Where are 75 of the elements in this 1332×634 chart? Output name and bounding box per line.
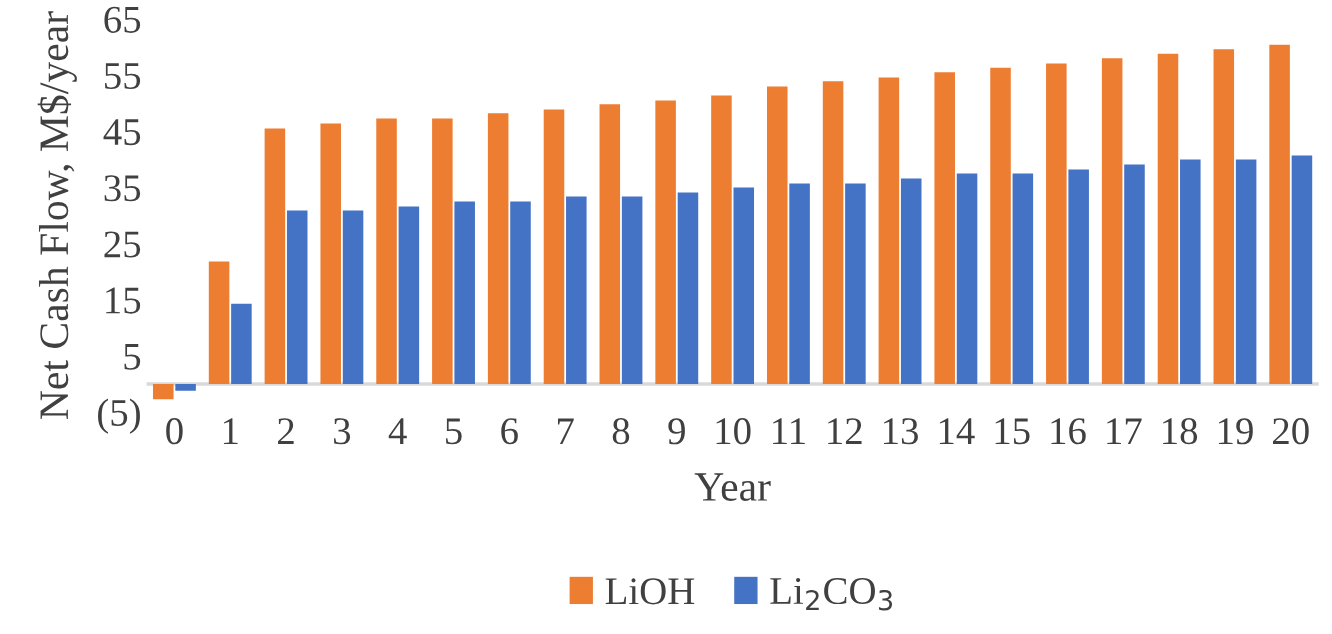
bar — [1101, 58, 1123, 385]
bar — [655, 100, 676, 385]
x-tick-label: 17 — [1107, 418, 1142, 444]
bar — [231, 303, 252, 385]
x-tick-label: 18 — [1163, 418, 1198, 445]
bar — [878, 77, 900, 385]
x-tick-label: 1 — [223, 418, 238, 444]
bar — [152, 384, 174, 400]
bar — [208, 261, 230, 385]
x-tick-label: 14 — [939, 418, 975, 444]
bar — [376, 118, 397, 385]
x-tick-label: 8 — [612, 418, 630, 445]
bar — [1213, 49, 1235, 385]
bar — [432, 118, 453, 385]
bar — [342, 210, 364, 385]
bar — [487, 113, 509, 385]
bar — [677, 192, 699, 385]
x-tick-label: 4 — [388, 418, 407, 444]
x-tick-label: 3 — [334, 418, 351, 445]
y-tick-label: 45 — [103, 119, 141, 146]
bar — [566, 196, 587, 385]
bar — [621, 196, 643, 385]
bar — [789, 183, 810, 385]
bar — [900, 178, 922, 385]
x-tick-label: 15 — [995, 418, 1030, 445]
x-axis-title: Year — [694, 473, 771, 501]
bar — [766, 86, 788, 385]
x-tick-label: 5 — [446, 418, 462, 445]
bar — [711, 95, 732, 385]
x-tick-label: 2 — [278, 418, 294, 444]
x-tick-label: 10 — [716, 418, 751, 445]
bar — [934, 72, 955, 385]
bar — [454, 201, 475, 385]
bar — [956, 173, 978, 385]
bar — [320, 123, 341, 385]
bar — [510, 201, 531, 385]
y-tick-label: 5 — [124, 343, 141, 370]
x-tick-label: 9 — [668, 418, 685, 445]
y-tick-label: 55 — [105, 63, 141, 90]
bar — [1068, 169, 1089, 385]
bar — [286, 210, 308, 385]
bar — [543, 109, 565, 385]
bar — [1046, 63, 1067, 385]
bar — [822, 81, 844, 385]
bar — [175, 384, 196, 391]
x-tick-label: 0 — [166, 418, 183, 445]
legend-label: Li$_{2}$CO$_{3}$ — [770, 577, 893, 611]
bar — [1235, 159, 1257, 385]
legend-label: LiOH — [605, 578, 695, 605]
bar — [398, 206, 420, 385]
y-tick-label: 35 — [104, 175, 141, 202]
bar — [1157, 53, 1179, 385]
x-tick-label: 20 — [1273, 418, 1309, 445]
x-tick-label: 11 — [773, 418, 805, 444]
bar — [1291, 155, 1313, 385]
bar — [264, 128, 286, 385]
y-axis-title: Net Cash Flow, M$/year — [37, 11, 77, 420]
x-tick-label: 6 — [501, 418, 518, 445]
x-tick-label: 12 — [828, 418, 862, 444]
x-tick-label: 7 — [557, 418, 574, 444]
bar — [599, 104, 621, 385]
y-tick-label: 65 — [104, 6, 141, 33]
x-tick-label: 19 — [1218, 418, 1253, 445]
bar — [1180, 159, 1201, 385]
y-tick-label: 15 — [106, 287, 141, 314]
x-tick-label: 16 — [1051, 418, 1086, 445]
bar — [733, 187, 755, 385]
bar — [1269, 44, 1290, 385]
bar — [845, 183, 866, 385]
bar — [990, 67, 1011, 385]
y-tick-label: (5) — [98, 398, 140, 434]
bar — [1012, 173, 1034, 385]
y-tick-label: 25 — [104, 231, 141, 258]
x-tick-label: 13 — [884, 418, 918, 445]
bar — [1124, 164, 1145, 385]
